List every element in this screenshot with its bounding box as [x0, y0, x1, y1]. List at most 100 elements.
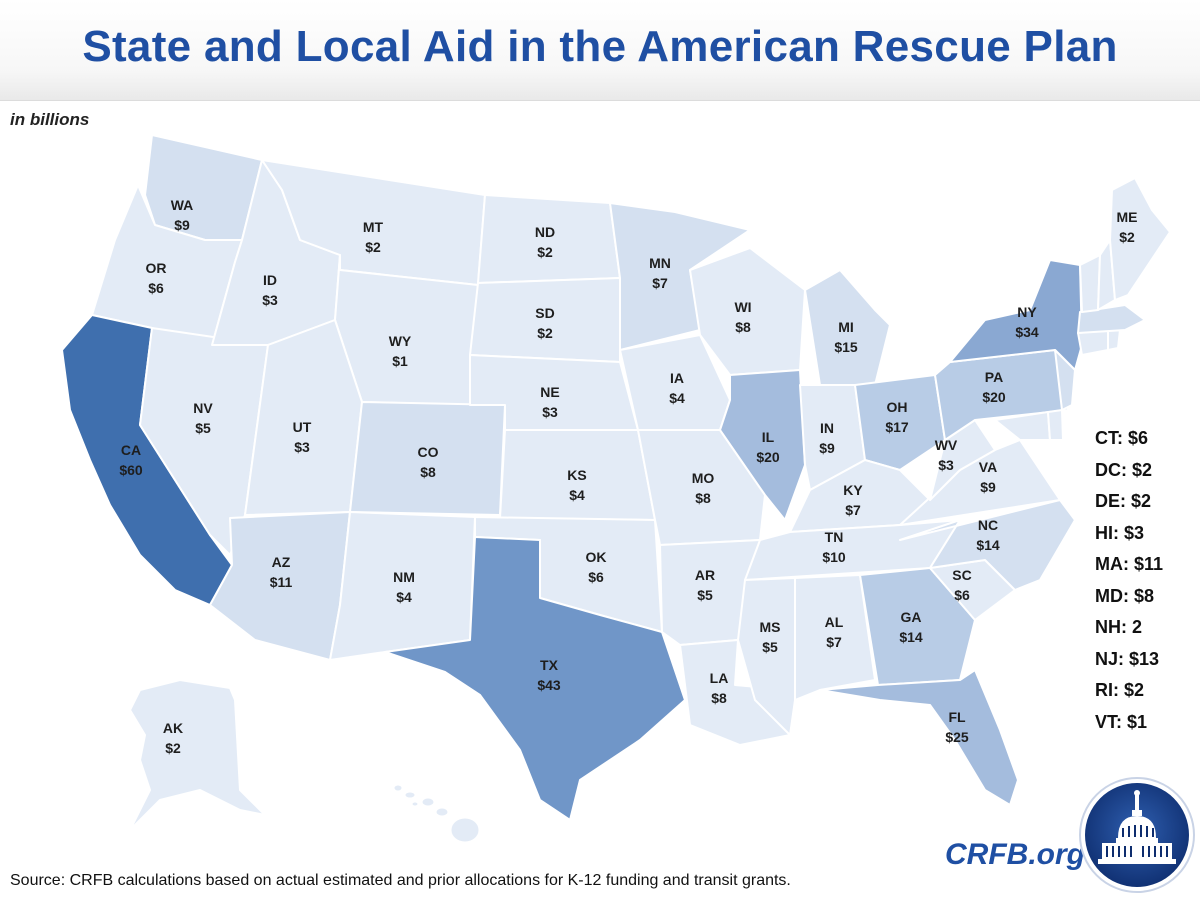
- state-hi: [393, 784, 480, 843]
- label-al-abbr: AL: [825, 614, 844, 630]
- label-oh-value: $17: [885, 419, 909, 435]
- label-mo-value: $8: [695, 490, 711, 506]
- state-ny: [949, 259, 1083, 371]
- label-ut-value: $3: [294, 439, 310, 455]
- small-state-hi: HI: $3: [1095, 522, 1145, 543]
- small-state-de: DE: $2: [1095, 491, 1152, 511]
- label-il-abbr: IL: [762, 429, 775, 445]
- state-ct: [1077, 329, 1109, 356]
- label-wv-abbr: WV: [935, 437, 958, 453]
- label-nc-abbr: NC: [978, 517, 998, 533]
- label-co-value: $8: [420, 464, 436, 480]
- label-az-abbr: AZ: [272, 554, 291, 570]
- label-nm-value: $4: [396, 589, 412, 605]
- label-wa-abbr: WA: [171, 197, 194, 213]
- label-sc-abbr: SC: [952, 567, 971, 583]
- label-tn-value: $10: [822, 549, 846, 565]
- label-or-abbr: OR: [146, 260, 167, 276]
- label-ky-abbr: KY: [843, 482, 863, 498]
- label-mt-abbr: MT: [363, 219, 384, 235]
- label-nd-abbr: ND: [535, 224, 555, 240]
- label-me-value: $2: [1119, 229, 1135, 245]
- label-la-value: $8: [711, 690, 727, 706]
- small-state-ri: RI: $2: [1095, 680, 1145, 700]
- label-ia-value: $4: [669, 390, 685, 406]
- label-nv-value: $5: [195, 420, 211, 436]
- label-ok-value: $6: [588, 569, 604, 585]
- small-states-list: CT: $6 DC: $2 DE: $2 HI: $3 MA: $11 MD: …: [1095, 423, 1200, 738]
- label-ne-value: $3: [542, 404, 558, 420]
- label-wi-abbr: WI: [734, 299, 751, 315]
- label-ak-value: $2: [165, 740, 181, 756]
- state-tx: [384, 536, 686, 821]
- label-in-value: $9: [819, 440, 835, 456]
- small-state-ma: MA: $11: [1095, 554, 1164, 574]
- label-wi-value: $8: [735, 319, 751, 335]
- label-sd-value: $2: [537, 325, 553, 341]
- state-nj: [1054, 349, 1076, 411]
- state-de: [1047, 409, 1064, 441]
- state-labels: WA $9 OR $6 CA $60 NV $5 ID $3 MT $2 WY …: [119, 197, 1137, 756]
- map-title: State and Local Aid in the American Resc…: [82, 22, 1118, 71]
- label-ga-abbr: GA: [901, 609, 922, 625]
- label-mt-value: $2: [365, 239, 381, 255]
- label-mo-abbr: MO: [692, 470, 715, 486]
- label-nd-value: $2: [537, 244, 553, 260]
- label-ms-abbr: MS: [760, 619, 781, 635]
- label-wy-value: $1: [392, 353, 408, 369]
- label-id-value: $3: [262, 292, 278, 308]
- label-ny-abbr: NY: [1017, 304, 1037, 320]
- label-mn-abbr: MN: [649, 255, 671, 271]
- label-fl-value: $25: [945, 729, 969, 745]
- state-nm: [329, 511, 476, 661]
- label-ga-value: $14: [899, 629, 923, 645]
- label-ok-abbr: OK: [586, 549, 607, 565]
- label-va-value: $9: [980, 479, 996, 495]
- label-fl-abbr: FL: [948, 709, 966, 725]
- small-state-ct: CT: $6: [1095, 428, 1149, 448]
- units-note: in billions: [10, 110, 90, 129]
- label-sc-value: $6: [954, 587, 970, 603]
- label-ca-abbr: CA: [121, 442, 141, 458]
- title-bar: State and Local Aid in the American Resc…: [0, 0, 1200, 101]
- label-tx-value: $43: [537, 677, 561, 693]
- label-la-abbr: LA: [710, 670, 729, 686]
- site-link[interactable]: CRFB.org: [945, 838, 1085, 871]
- label-ak-abbr: AK: [163, 720, 183, 736]
- label-mi-abbr: MI: [838, 319, 854, 335]
- capitol-dome-seal-icon: [1079, 777, 1195, 893]
- label-in-abbr: IN: [820, 420, 834, 436]
- label-wy-abbr: WY: [389, 333, 412, 349]
- small-state-md: MD: $8: [1095, 585, 1155, 606]
- label-nv-abbr: NV: [193, 400, 213, 416]
- label-co-abbr: CO: [418, 444, 439, 460]
- state-ma: [1077, 304, 1146, 334]
- label-mi-value: $15: [834, 339, 858, 355]
- label-ar-abbr: AR: [695, 567, 715, 583]
- label-al-value: $7: [826, 634, 842, 650]
- small-state-dc: DC: $2: [1095, 459, 1153, 480]
- label-nc-value: $14: [976, 537, 1000, 553]
- label-me-abbr: ME: [1117, 209, 1138, 225]
- label-sd-abbr: SD: [535, 305, 554, 321]
- label-tn-abbr: TN: [825, 529, 844, 545]
- label-mn-value: $7: [652, 275, 668, 291]
- label-oh-abbr: OH: [887, 399, 908, 415]
- label-ny-value: $34: [1015, 324, 1039, 340]
- small-state-nh: NH: 2: [1095, 617, 1143, 637]
- label-ne-abbr: NE: [540, 384, 559, 400]
- label-pa-value: $20: [982, 389, 1006, 405]
- label-ut-abbr: UT: [293, 419, 312, 435]
- label-id-abbr: ID: [263, 272, 277, 288]
- label-il-value: $20: [756, 449, 780, 465]
- label-va-abbr: VA: [979, 459, 997, 475]
- state-wa: [144, 134, 263, 241]
- label-nm-abbr: NM: [393, 569, 415, 585]
- label-wa-value: $9: [174, 217, 190, 233]
- label-tx-abbr: TX: [540, 657, 559, 673]
- label-ky-value: $7: [845, 502, 861, 518]
- label-pa-abbr: PA: [985, 369, 1003, 385]
- small-state-vt: VT: $1: [1095, 711, 1148, 732]
- state-ri: [1107, 329, 1121, 351]
